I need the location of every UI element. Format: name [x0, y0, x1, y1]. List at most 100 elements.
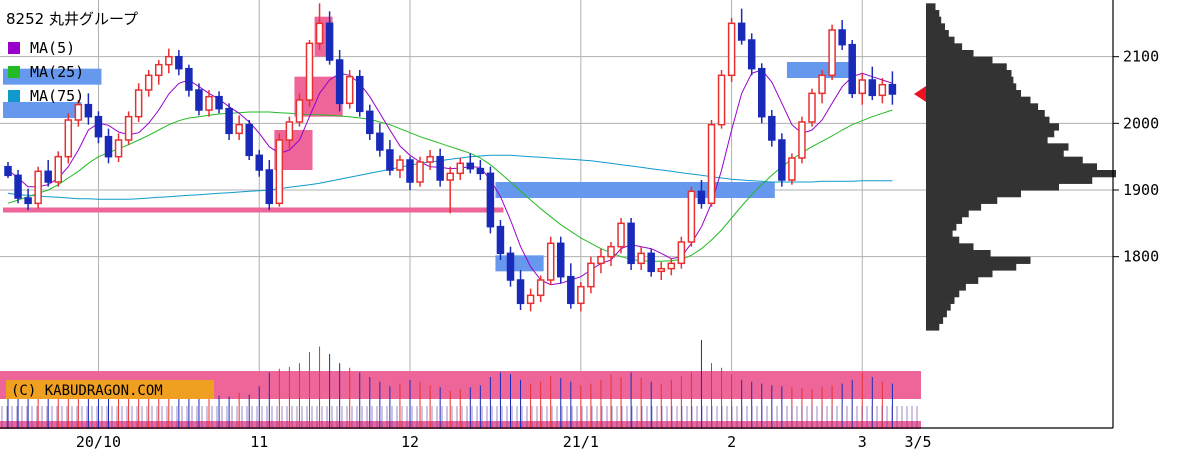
candle: [677, 236, 686, 269]
candle: [617, 218, 625, 254]
x-tick-label: 3/5: [904, 433, 931, 451]
volume-profile: [914, 3, 1116, 331]
candle: [245, 120, 253, 160]
candle: [888, 71, 897, 105]
candle: [114, 133, 123, 162]
profile-bar: [926, 310, 947, 318]
profile-bar: [926, 83, 1017, 91]
candle: [84, 93, 93, 125]
profile-bar: [926, 303, 951, 311]
candle: [225, 103, 233, 140]
candle: [44, 160, 52, 187]
profile-bar: [926, 63, 1007, 71]
candle: [808, 88, 816, 127]
chart-title: 8252 丸井グループ: [6, 10, 138, 28]
candle: [607, 242, 615, 266]
candle: [737, 8, 746, 45]
candle: [848, 40, 856, 98]
candle: [215, 91, 223, 114]
profile-bar: [926, 183, 1059, 191]
candle: [526, 288, 535, 312]
profile-bar: [926, 296, 955, 304]
resistance-band: [3, 68, 102, 85]
profile-bar: [926, 23, 945, 31]
candle: [24, 188, 32, 210]
profile-bar: [926, 170, 1116, 178]
profile-bar: [926, 3, 936, 11]
y-tick-label: 1800: [1123, 248, 1159, 266]
profile-bar: [926, 190, 1021, 198]
profile-bar: [926, 156, 1083, 164]
x-tick-label: 20/10: [76, 433, 121, 451]
profile-bar: [926, 110, 1045, 118]
candle: [627, 218, 635, 270]
profile-bar: [926, 283, 966, 291]
profile-bar: [926, 196, 998, 204]
profile-bar: [926, 90, 1021, 98]
candle: [697, 180, 706, 209]
candle: [386, 140, 394, 176]
profile-bar: [926, 323, 940, 331]
candle: [94, 111, 103, 144]
profile-bar: [926, 103, 1039, 111]
profile-bar: [926, 56, 993, 64]
resistance-band: [495, 182, 775, 198]
profile-bar: [926, 263, 1017, 271]
profile-bar: [926, 243, 974, 251]
candlesticks: [4, 3, 897, 312]
candle: [466, 153, 475, 174]
profile-bar: [926, 210, 969, 218]
candle: [285, 116, 294, 149]
profile-bar: [926, 290, 960, 298]
legend-label: MA(25): [30, 63, 84, 81]
x-tick-label: 3: [858, 433, 867, 451]
candle: [54, 151, 62, 187]
y-tick-label: 2100: [1123, 48, 1159, 66]
current-price-marker: [914, 86, 926, 102]
candle: [175, 50, 183, 76]
ma75-line: [7, 154, 893, 200]
candle: [567, 263, 575, 309]
candle: [818, 70, 826, 104]
candle: [707, 120, 716, 207]
candle: [727, 18, 736, 82]
profile-bar: [926, 150, 1064, 158]
chart-frame: [0, 0, 1114, 429]
candle: [205, 90, 213, 117]
x-tick-label: 12: [401, 433, 419, 451]
candle: [587, 256, 595, 294]
candle: [165, 48, 173, 74]
profile-bar: [926, 276, 979, 284]
profile-bar: [926, 43, 963, 51]
profile-bar: [926, 143, 1069, 151]
candle: [295, 93, 304, 127]
candle: [577, 282, 585, 312]
candle: [456, 158, 464, 180]
candle: [516, 270, 525, 310]
candle: [325, 11, 334, 65]
candle: [396, 155, 404, 178]
date-axis: 20/10 11 12 21/1 2 3 3/5: [76, 433, 932, 451]
profile-bar: [926, 96, 1031, 104]
candle: [758, 63, 766, 124]
candle: [778, 133, 786, 187]
profile-bar: [926, 116, 1050, 124]
candle: [255, 150, 263, 177]
x-tick-label: 11: [250, 433, 268, 451]
candle: [235, 115, 243, 140]
profile-bar: [926, 236, 960, 244]
legend-swatch: [8, 66, 20, 78]
candle: [104, 128, 113, 164]
candle: [476, 160, 485, 180]
ma25-line: [7, 109, 893, 262]
legend-swatch: [8, 42, 20, 54]
profile-bar: [926, 203, 982, 211]
legend: 8252 丸井グループ MA(5) MA(25) MA(75): [6, 10, 138, 105]
profile-bar: [926, 16, 942, 24]
x-tick-label: 2: [727, 433, 736, 451]
profile-bar: [926, 30, 949, 38]
resistance-band: [786, 62, 856, 78]
candle: [315, 3, 324, 50]
candle: [557, 236, 565, 284]
